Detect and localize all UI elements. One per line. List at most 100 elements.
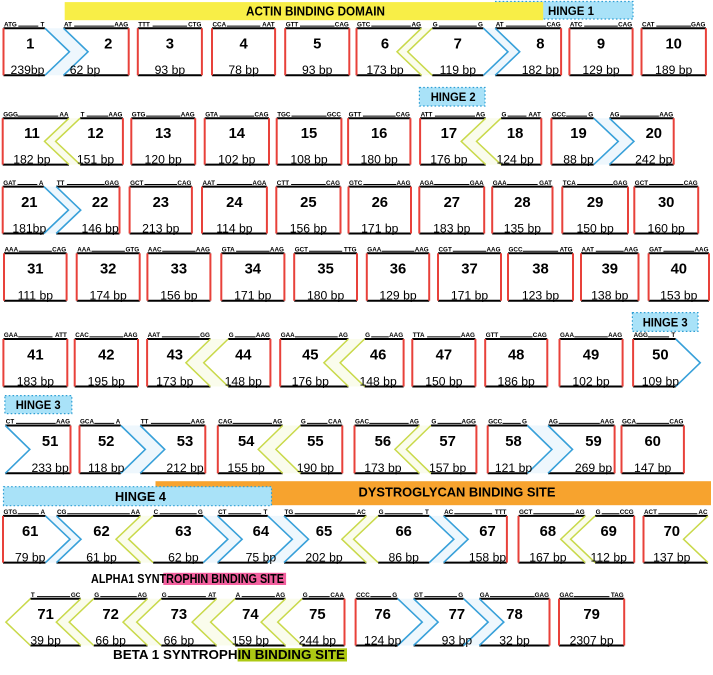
svg-text:76: 76 xyxy=(374,607,390,623)
svg-text:GAC: GAC xyxy=(560,592,574,599)
svg-text:T: T xyxy=(425,509,429,516)
svg-text:GAT: GAT xyxy=(649,247,662,254)
svg-text:11: 11 xyxy=(24,126,40,142)
svg-text:TAG: TAG xyxy=(611,592,624,599)
svg-text:70: 70 xyxy=(664,524,680,540)
svg-text:150 bp: 150 bp xyxy=(425,374,462,388)
svg-text:31: 31 xyxy=(27,262,43,278)
svg-text:TGC: TGC xyxy=(277,111,291,118)
svg-text:AAG: AAG xyxy=(600,419,614,426)
svg-text:GTT: GTT xyxy=(349,111,362,118)
svg-text:9: 9 xyxy=(597,37,605,53)
svg-text:153 bp: 153 bp xyxy=(660,289,697,303)
svg-text:GAA: GAA xyxy=(493,180,507,187)
svg-text:19: 19 xyxy=(570,126,586,142)
svg-text:AAG: AAG xyxy=(56,419,70,426)
svg-text:CAG: CAG xyxy=(396,111,410,118)
svg-text:73: 73 xyxy=(171,607,187,623)
svg-text:GCT: GCT xyxy=(519,509,532,516)
svg-text:GAG: GAG xyxy=(691,21,705,28)
svg-text:75: 75 xyxy=(309,607,325,623)
svg-text:A: A xyxy=(39,180,44,187)
svg-text:AAG: AAG xyxy=(181,111,195,118)
svg-text:AG: AG xyxy=(338,332,348,339)
svg-text:29: 29 xyxy=(587,195,603,211)
svg-text:5: 5 xyxy=(313,37,321,53)
svg-text:155 bp: 155 bp xyxy=(228,461,265,475)
svg-text:GAA: GAA xyxy=(4,332,18,339)
svg-text:ATC: ATC xyxy=(570,21,583,28)
svg-text:AAA: AAA xyxy=(5,247,19,254)
svg-text:CAG: CAG xyxy=(533,332,547,339)
svg-text:GAG: GAG xyxy=(613,180,627,187)
svg-text:TTT: TTT xyxy=(138,21,150,28)
svg-text:AC: AC xyxy=(357,509,367,516)
svg-text:CCG: CCG xyxy=(620,509,634,516)
svg-text:CTG: CTG xyxy=(188,21,201,28)
svg-text:93 bp: 93 bp xyxy=(302,63,333,77)
svg-text:AA: AA xyxy=(131,509,141,516)
svg-text:183 bp: 183 bp xyxy=(433,221,470,235)
svg-text:14: 14 xyxy=(229,126,246,142)
svg-text:25: 25 xyxy=(300,195,316,211)
svg-text:AG: AG xyxy=(476,111,486,118)
svg-text:171 bp: 171 bp xyxy=(361,221,398,235)
svg-text:51: 51 xyxy=(42,434,58,450)
svg-text:ACT: ACT xyxy=(644,509,657,516)
svg-text:AT: AT xyxy=(208,592,216,599)
svg-text:79 bp: 79 bp xyxy=(15,550,46,564)
svg-text:40: 40 xyxy=(671,262,687,278)
svg-text:182 bp: 182 bp xyxy=(522,63,559,77)
svg-text:CAA: CAA xyxy=(330,592,344,599)
svg-text:GAA: GAA xyxy=(367,247,381,254)
svg-text:66 bp: 66 bp xyxy=(164,633,195,647)
svg-text:75 bp: 75 bp xyxy=(246,550,277,564)
svg-text:GCT: GCT xyxy=(295,247,308,254)
svg-text:CCA: CCA xyxy=(213,21,227,28)
svg-text:39: 39 xyxy=(602,262,618,278)
svg-text:135 bp: 135 bp xyxy=(504,221,541,235)
svg-text:66 bp: 66 bp xyxy=(95,633,126,647)
svg-text:138 bp: 138 bp xyxy=(591,289,628,303)
svg-text:239bp: 239bp xyxy=(11,63,45,77)
svg-text:CG: CG xyxy=(57,509,67,516)
svg-text:146 bp: 146 bp xyxy=(81,221,118,235)
svg-text:AAT: AAT xyxy=(203,180,216,187)
svg-text:124 bp: 124 bp xyxy=(496,152,533,166)
svg-text:AAG: AAG xyxy=(256,332,270,339)
svg-text:AAG: AAG xyxy=(114,21,128,28)
svg-text:190 bp: 190 bp xyxy=(297,461,334,475)
svg-text:93 bp: 93 bp xyxy=(155,63,186,77)
svg-text:AC: AC xyxy=(698,509,708,516)
svg-text:AAG: AAG xyxy=(415,247,429,254)
svg-text:189 bp: 189 bp xyxy=(655,63,692,77)
svg-text:CT: CT xyxy=(218,509,227,516)
svg-text:GTA: GTA xyxy=(205,111,218,118)
svg-text:DYSTROGLYCAN BINDING SITE: DYSTROGLYCAN BINDING SITE xyxy=(359,486,556,500)
svg-text:202 bp: 202 bp xyxy=(305,550,342,564)
svg-text:AGA: AGA xyxy=(420,180,434,187)
svg-text:GAA: GAA xyxy=(470,180,484,187)
svg-text:ATT: ATT xyxy=(55,332,67,339)
svg-text:42: 42 xyxy=(98,347,114,363)
svg-text:129 bp: 129 bp xyxy=(582,63,619,77)
svg-text:86 bp: 86 bp xyxy=(388,550,419,564)
svg-text:148 bp: 148 bp xyxy=(359,374,396,388)
svg-text:TTA: TTA xyxy=(413,332,425,339)
svg-text:GAT: GAT xyxy=(3,180,16,187)
svg-text:AAG: AAG xyxy=(487,247,501,254)
svg-text:AAG: AAG xyxy=(624,247,638,254)
svg-text:GTC: GTC xyxy=(349,180,363,187)
svg-text:62: 62 xyxy=(93,524,109,540)
svg-text:151 bp: 151 bp xyxy=(77,152,114,166)
svg-text:18: 18 xyxy=(507,126,523,142)
svg-text:G: G xyxy=(522,419,527,426)
svg-text:66: 66 xyxy=(395,524,411,540)
svg-text:CAG: CAG xyxy=(335,21,349,28)
svg-text:173 bp: 173 bp xyxy=(364,461,401,475)
svg-text:159 bp: 159 bp xyxy=(232,633,269,647)
svg-text:27: 27 xyxy=(444,195,460,211)
svg-text:AG: AG xyxy=(575,509,585,516)
svg-text:GCC: GCC xyxy=(509,247,523,254)
svg-text:171 bp: 171 bp xyxy=(451,289,488,303)
